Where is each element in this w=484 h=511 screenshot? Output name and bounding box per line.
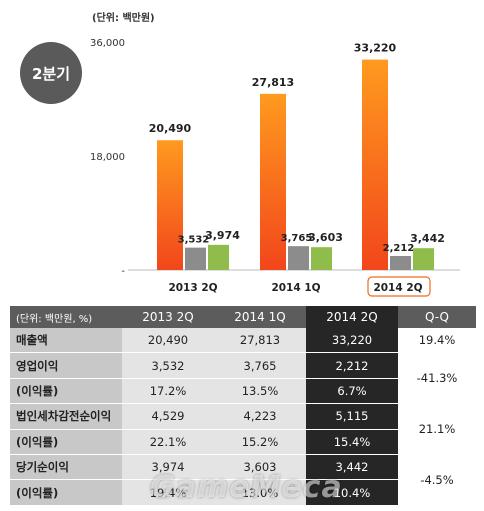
highlight-box	[367, 276, 431, 297]
data-label: 3,765	[281, 233, 313, 244]
qq-cell: -4.5%	[398, 454, 476, 506]
cell: 10.4%	[306, 479, 398, 506]
data-label: 3,974	[205, 229, 240, 242]
cell: 17.2%	[122, 378, 214, 405]
y-tick-label: 36,000	[90, 38, 125, 49]
data-label: 3,603	[308, 231, 343, 244]
table-header-row: (단위: 백만원, %) 2013 2Q 2014 1Q 2014 2Q Q-Q	[10, 306, 476, 328]
table-row: 매출액 20,490 27,813 33,220 19.4%	[10, 328, 476, 354]
data-label: 2,212	[383, 243, 415, 254]
table-row: (이익률) 17.2% 13.5% 6.7%	[10, 378, 476, 405]
cell: 13.5%	[214, 378, 306, 405]
cell: 27,813	[214, 328, 306, 354]
cell: 15.4%	[306, 429, 398, 456]
cell: 6.7%	[306, 378, 398, 405]
bar	[390, 255, 411, 270]
cell: 20,490	[122, 328, 214, 354]
table-row: (이익률) 22.1% 15.2% 15.4%	[10, 429, 476, 456]
cell: 33,220	[306, 328, 398, 354]
cell: 3,442	[306, 454, 398, 481]
quarter-badge: 2분기	[20, 42, 82, 104]
data-label: 3,442	[410, 232, 445, 245]
table-row: (이익률) 19.4% 13.0% 10.4%	[10, 479, 476, 506]
x-tick-label: 2013 2Q	[168, 282, 217, 294]
cell: 4,223	[214, 403, 306, 430]
x-tick-label: 2014 2Q	[373, 282, 422, 294]
row-label: (이익률)	[10, 429, 122, 456]
cell: 3,532	[122, 352, 214, 379]
column-header: 2014 1Q	[214, 306, 306, 328]
row-label: 영업이익	[10, 352, 122, 379]
data-label: 27,813	[252, 76, 294, 89]
table-unit-header: (단위: 백만원, %)	[10, 306, 122, 328]
chart-unit-label: (단위: 백만원)	[92, 13, 155, 24]
row-label: 매출액	[10, 328, 122, 354]
financial-table: (단위: 백만원, %) 2013 2Q 2014 1Q 2014 2Q Q-Q…	[10, 306, 476, 506]
y-tick-label: 18,000	[90, 152, 125, 163]
column-header: 2013 2Q	[122, 306, 214, 328]
cell: 3,974	[122, 454, 214, 481]
cell: 3,765	[214, 352, 306, 379]
data-label: 3,532	[178, 235, 210, 246]
bar	[157, 140, 183, 270]
table-row: 영업이익 3,532 3,765 2,212 -41.3%	[10, 352, 476, 405]
column-header: Q-Q	[398, 306, 476, 328]
cell: 19.4%	[122, 479, 214, 506]
row-label: (이익률)	[10, 378, 122, 405]
bar	[288, 246, 309, 270]
bar	[208, 244, 229, 270]
cell: 5,115	[306, 403, 398, 430]
bar	[311, 247, 332, 270]
data-label: 33,220	[354, 42, 397, 55]
cell: 13.0%	[214, 479, 306, 506]
bar	[362, 59, 388, 271]
data-label: 20,490	[149, 122, 192, 135]
x-tick-label: 2014 1Q	[271, 282, 320, 294]
column-header: 2014 2Q	[306, 306, 398, 328]
cell: 2,212	[306, 352, 398, 379]
bar	[260, 93, 286, 270]
bar	[413, 248, 434, 270]
bar	[185, 247, 206, 270]
cell: 15.2%	[214, 429, 306, 456]
cell: 3,603	[214, 454, 306, 481]
table-row: 당기순이익 3,974 3,603 3,442 -4.5%	[10, 454, 476, 506]
row-label: 법인세차감전순이익	[10, 403, 122, 430]
qq-cell: 19.4%	[398, 328, 476, 354]
qq-cell: 21.1%	[398, 403, 476, 456]
table-row: 법인세차감전순이익 4,529 4,223 5,115 21.1%	[10, 403, 476, 456]
y-tick-label: -	[121, 266, 125, 277]
row-label: 당기순이익	[10, 454, 122, 481]
row-label: (이익률)	[10, 479, 122, 506]
qq-cell: -41.3%	[398, 352, 476, 405]
cell: 4,529	[122, 403, 214, 430]
cell: 22.1%	[122, 429, 214, 456]
